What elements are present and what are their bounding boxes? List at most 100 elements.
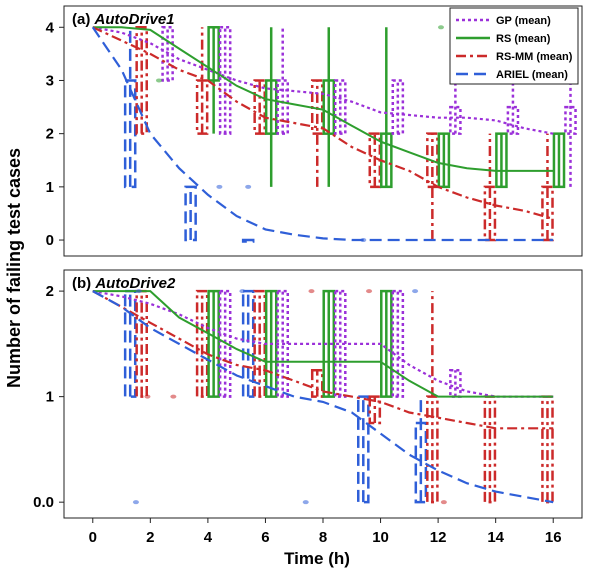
outlier-point: [239, 289, 246, 294]
box-body: [506, 105, 520, 135]
box-body: [414, 421, 428, 504]
box-rs-mean: [495, 132, 508, 189]
box-body: [391, 289, 405, 398]
box-gp-mean: [333, 289, 347, 398]
x-tick-label: 10: [372, 529, 389, 546]
box-body: [541, 395, 554, 504]
panel-title: (b) AutoDrive2: [72, 275, 176, 292]
box-rs-mm-mean: [310, 369, 324, 398]
box-rs-mm-mean: [426, 132, 439, 241]
box-body: [207, 26, 220, 82]
x-tick-label: 8: [319, 529, 327, 546]
box-body: [368, 395, 382, 425]
series-line-gp-mean: [92, 26, 554, 135]
box-rs-mm-mean: [253, 289, 266, 398]
box-gp-mean: [391, 79, 405, 135]
legend-label-rs-mean: RS (mean): [496, 33, 551, 45]
y-tick-label: 0.0: [33, 494, 54, 511]
box-body: [253, 79, 266, 135]
panel-frame: [63, 5, 583, 257]
box-ariel-mean: [241, 289, 255, 398]
box-body: [541, 185, 554, 242]
box-rs-mean: [322, 289, 336, 398]
box-gp-mean: [449, 80, 462, 135]
y-tick-label: 1: [46, 179, 54, 196]
legend-label-rs-mm-mean: RS-MM (mean): [496, 51, 573, 63]
series-line-rs-mean: [92, 290, 554, 398]
box-body: [310, 369, 324, 398]
box-rs-mm-mean: [195, 289, 209, 398]
box-body: [161, 26, 174, 82]
box-body: [564, 105, 577, 135]
x-tick-label: 14: [487, 529, 504, 546]
box-rs-mm-mean: [135, 26, 148, 135]
box-body: [322, 79, 336, 135]
box-body: [264, 79, 278, 135]
series-line-rs-mm-mean: [92, 290, 554, 430]
box-rs-mean: [322, 27, 336, 187]
box-body: [483, 395, 497, 504]
y-tick-label: 2: [46, 283, 54, 300]
series-line-rs-mean: [92, 26, 554, 172]
box-gp-mean: [564, 80, 577, 187]
box-ariel-mean: [414, 396, 428, 504]
box-body: [218, 289, 232, 398]
outlier-point: [412, 289, 419, 294]
box-rs-mean: [552, 132, 566, 189]
outlier-point: [132, 500, 139, 505]
series-line-rs-mm-mean: [92, 26, 554, 220]
box-gp-mean: [276, 289, 289, 398]
box-ariel-mean: [123, 27, 137, 189]
box-body: [357, 395, 370, 504]
box-ariel-mean: [184, 185, 197, 242]
box-gp-mean: [333, 79, 347, 135]
legend-label-gp-mean: GP (mean): [496, 15, 551, 27]
box-body: [276, 79, 289, 135]
box-body: [380, 289, 393, 398]
outlier-point: [360, 238, 367, 243]
box-rs-mm-mean: [541, 395, 554, 504]
x-tick-label: 16: [545, 529, 562, 546]
box-body: [123, 289, 137, 398]
x-tick-label: 0: [89, 529, 97, 546]
box-gp-mean: [391, 289, 405, 398]
box-body: [135, 26, 148, 135]
series-line-gp-mean: [92, 290, 554, 398]
box-ariel-mean: [241, 238, 255, 243]
outlier-point: [437, 25, 444, 30]
y-tick-label: 3: [46, 72, 54, 89]
y-tick-label: 1: [46, 389, 54, 406]
box-rs-mean: [207, 289, 220, 398]
chart-panels: 0 1 2 3 4 (a) AutoDrive1 0.0 1 2 (b) AutoDrive2: [33, 5, 583, 519]
box-gp-mean: [218, 26, 232, 135]
outlier-point: [440, 500, 447, 505]
legend-frame: [449, 7, 579, 85]
legend-label-ariel-mean: ARIEL (mean): [496, 69, 568, 81]
outlier-point: [302, 500, 309, 505]
series-line-ariel-mean: [92, 290, 554, 504]
y-tick-label: 0: [46, 232, 54, 249]
panel-1: 0 1 2 3 4 (a) AutoDrive1: [46, 5, 583, 257]
series-line-ariel-mean: [91, 26, 554, 242]
box-rs-mm-mean: [483, 395, 497, 504]
box-rs-mm-mean: [541, 133, 554, 242]
box-body: [195, 289, 209, 398]
x-tick-label: 12: [430, 529, 447, 546]
box-rs-mm-mean: [483, 133, 497, 242]
box-body: [184, 185, 197, 242]
panel-2: 0.0 1 2 (b) AutoDrive2: [33, 269, 583, 519]
box-body: [135, 289, 148, 398]
outlier-point: [144, 394, 151, 399]
y-tick-label: 2: [46, 126, 54, 143]
box-ariel-mean: [357, 395, 370, 504]
x-tick-label: 4: [204, 529, 213, 546]
box-body: [495, 132, 508, 189]
outlier-point: [170, 394, 177, 399]
box-body: [449, 105, 462, 135]
y-tick-label: 4: [46, 19, 55, 36]
box-body: [195, 79, 209, 135]
box-rs-mm-mean: [135, 289, 148, 398]
box-body: [391, 79, 405, 135]
box-body: [123, 79, 137, 189]
